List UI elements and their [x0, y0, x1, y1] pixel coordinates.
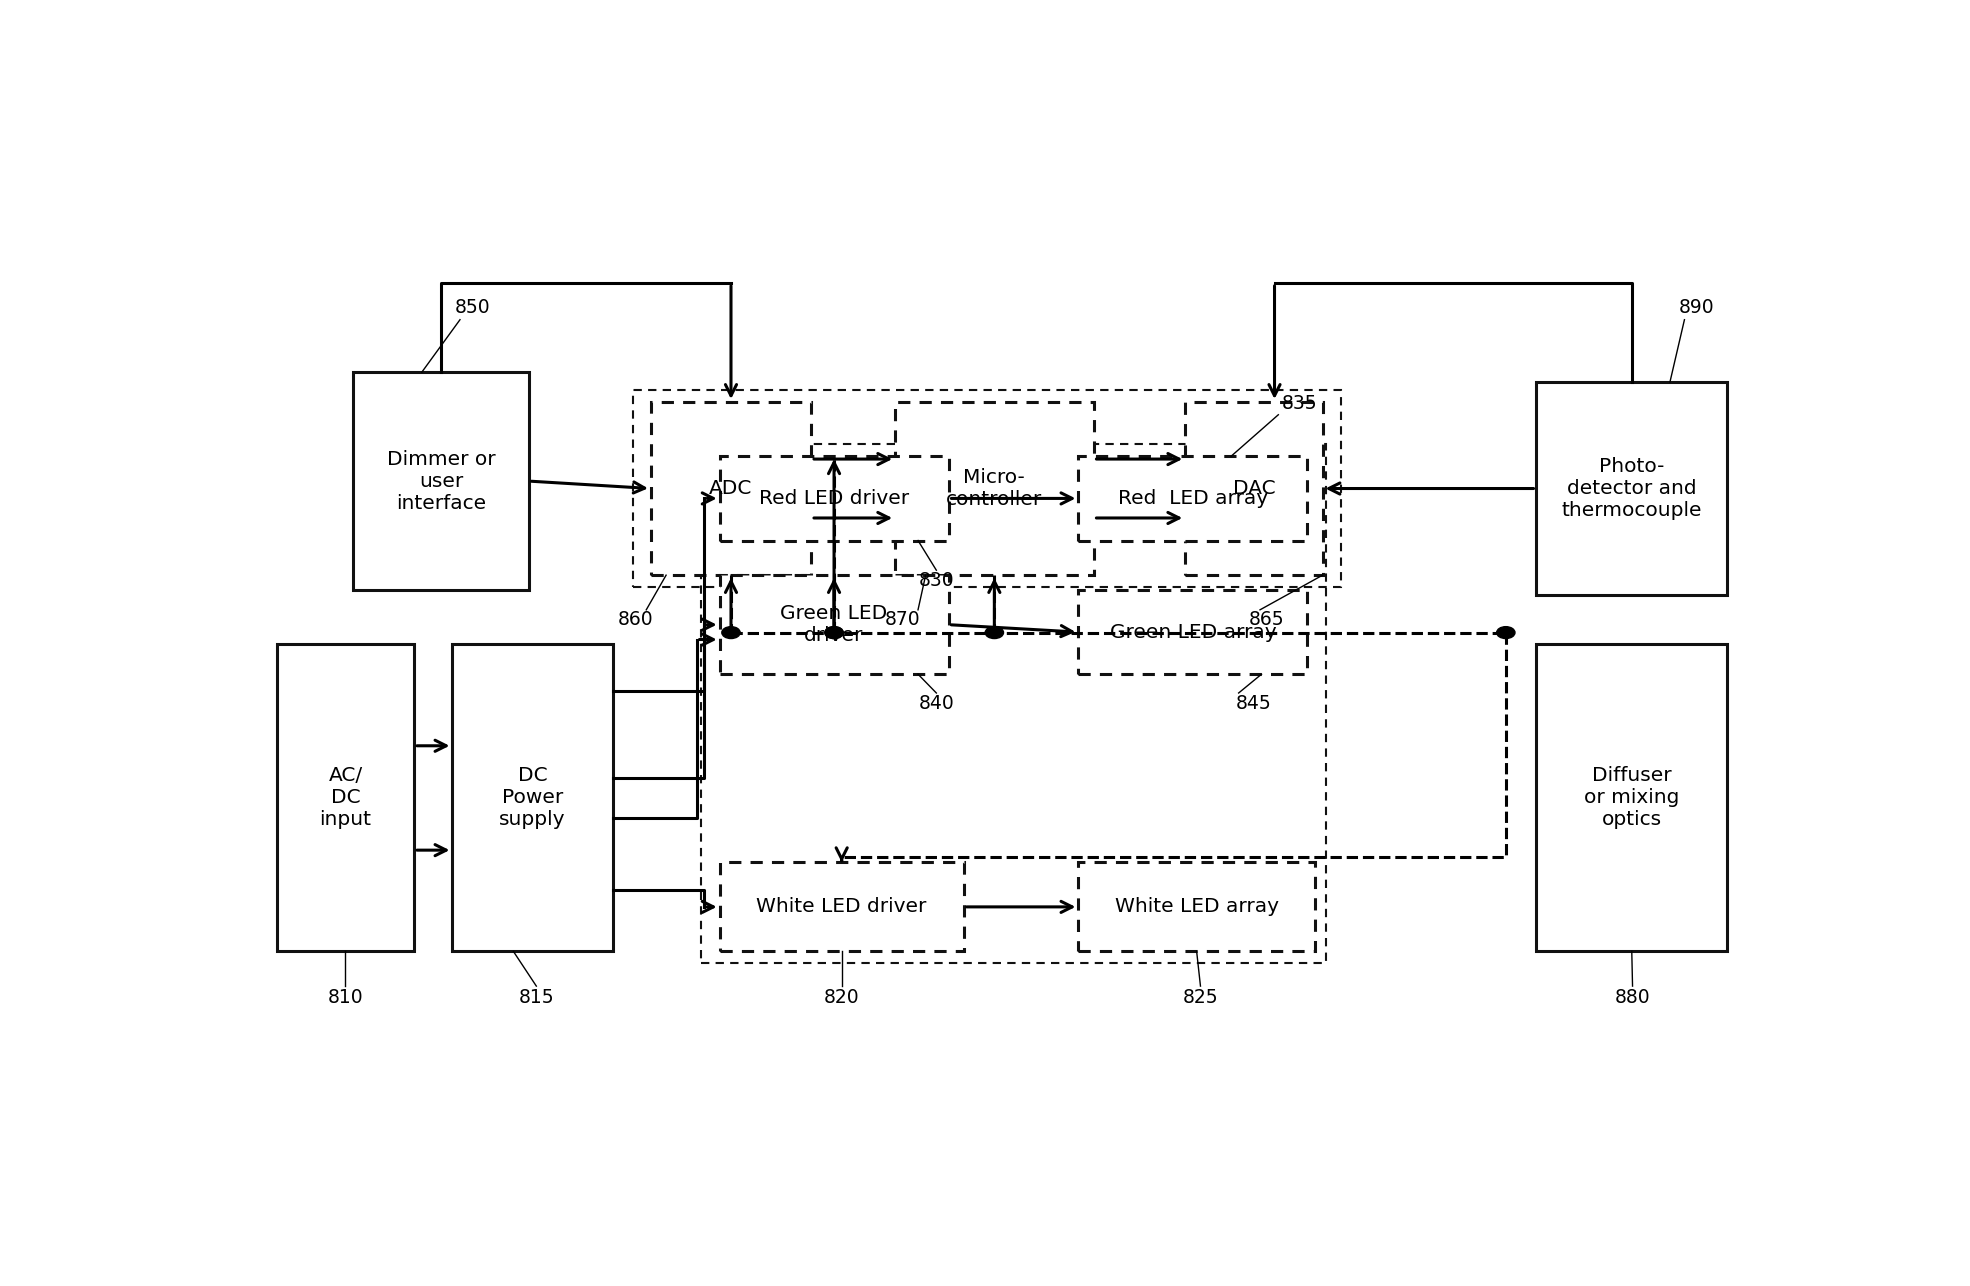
Text: Dimmer or
user
interface: Dimmer or user interface — [386, 450, 494, 513]
Text: Red LED driver: Red LED driver — [758, 489, 908, 508]
Circle shape — [985, 626, 1003, 639]
Bar — [1078, 457, 1308, 540]
Bar — [453, 644, 613, 952]
Text: 835: 835 — [1282, 395, 1318, 413]
Bar — [719, 457, 950, 540]
Text: 860: 860 — [619, 611, 654, 629]
Bar — [632, 390, 1342, 586]
Text: 880: 880 — [1615, 989, 1651, 1007]
Bar — [1078, 590, 1308, 674]
Bar — [276, 644, 414, 952]
Circle shape — [825, 626, 843, 639]
Text: DAC: DAC — [1233, 478, 1275, 498]
Text: 810: 810 — [327, 989, 362, 1007]
Text: DC
Power
supply: DC Power supply — [498, 766, 565, 829]
Text: 890: 890 — [1678, 298, 1714, 318]
Text: White LED array: White LED array — [1115, 898, 1279, 917]
Bar — [353, 372, 528, 590]
Text: ADC: ADC — [709, 478, 753, 498]
Text: Micro-
controller: Micro- controller — [946, 468, 1042, 509]
Bar — [1078, 863, 1316, 952]
Bar — [701, 445, 1326, 963]
Text: 840: 840 — [918, 694, 953, 714]
Text: 815: 815 — [518, 989, 554, 1007]
Text: 820: 820 — [823, 989, 859, 1007]
Text: 870: 870 — [885, 611, 920, 629]
Text: Red  LED array: Red LED array — [1117, 489, 1269, 508]
Text: 850: 850 — [455, 298, 491, 318]
Bar — [1537, 382, 1728, 595]
Bar — [1186, 401, 1322, 575]
Text: 865: 865 — [1249, 611, 1284, 629]
Text: Green LED array: Green LED array — [1109, 622, 1277, 642]
Bar — [894, 401, 1093, 575]
Text: 845: 845 — [1235, 694, 1273, 714]
Circle shape — [825, 626, 843, 639]
Bar — [719, 575, 950, 674]
Bar — [650, 401, 812, 575]
Bar — [719, 863, 963, 952]
Text: Photo-
detector and
thermocouple: Photo- detector and thermocouple — [1562, 457, 1702, 520]
Text: AC/
DC
input: AC/ DC input — [319, 766, 372, 829]
Circle shape — [721, 626, 741, 639]
Text: 830: 830 — [918, 571, 953, 589]
Text: White LED driver: White LED driver — [756, 898, 926, 917]
Text: Green LED
driver: Green LED driver — [780, 604, 888, 646]
Bar — [1537, 644, 1728, 952]
Text: Diffuser
or mixing
optics: Diffuser or mixing optics — [1584, 766, 1680, 829]
Text: 825: 825 — [1182, 989, 1217, 1007]
Circle shape — [1497, 626, 1515, 639]
